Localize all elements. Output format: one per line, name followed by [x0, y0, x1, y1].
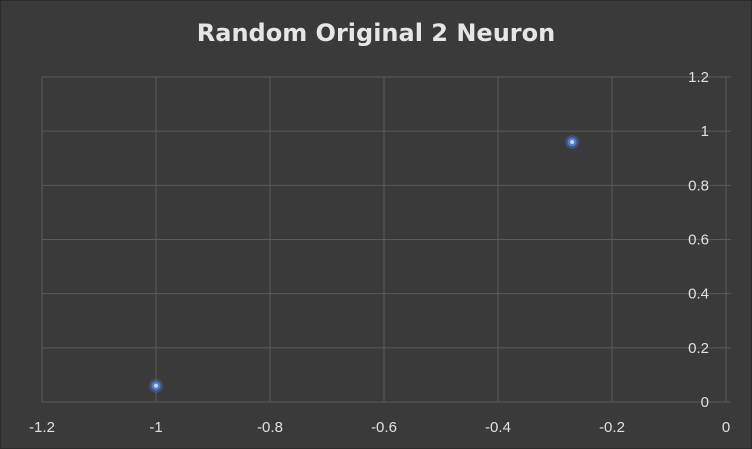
- y-tick-label: 0: [701, 394, 709, 411]
- chart-title: Random Original 2 Neuron: [196, 19, 556, 47]
- x-tick-label: -0.4: [485, 419, 511, 436]
- x-tick-label: -0.8: [257, 419, 283, 436]
- x-tick-label: -1: [149, 419, 162, 436]
- data-point-center: [154, 383, 158, 388]
- y-tick-label: 1: [701, 123, 709, 140]
- y-tick-label: 1.2: [688, 69, 709, 86]
- data-point-center: [570, 140, 575, 144]
- y-tick-label: 0.8: [688, 177, 709, 194]
- x-tick-label: -1.2: [29, 419, 55, 436]
- x-tick-label: -0.2: [599, 419, 625, 436]
- x-tick-label: 0: [722, 419, 730, 436]
- x-tick-label: -0.6: [371, 419, 397, 436]
- y-tick-label: 0.4: [688, 286, 709, 303]
- y-tick-label: 0.6: [688, 232, 709, 249]
- y-tick-label: 0.2: [688, 340, 709, 357]
